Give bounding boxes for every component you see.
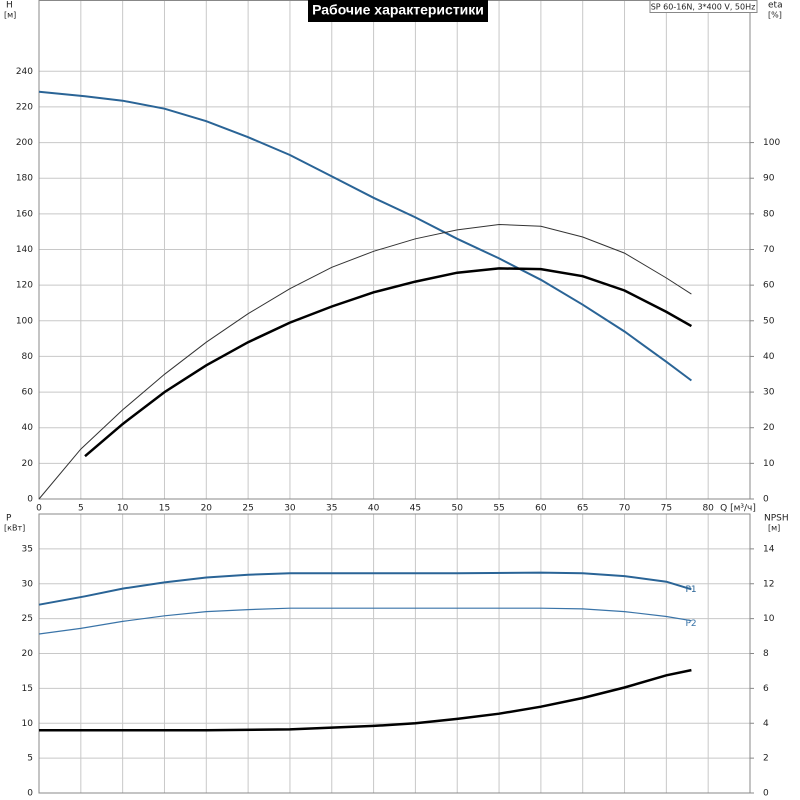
curve xyxy=(84,267,693,458)
y-tick-label: 0 xyxy=(27,495,33,505)
y2-tick-label: 14 xyxy=(763,544,775,554)
curve xyxy=(38,90,692,382)
y-tick-label: 30 xyxy=(22,579,34,589)
y2-tick-label: 6 xyxy=(763,684,769,694)
y-axis-label: P xyxy=(6,514,12,524)
y-tick-label: 20 xyxy=(22,649,34,659)
y-axis-label: H xyxy=(6,1,13,11)
y2-tick-label: 8 xyxy=(763,649,769,659)
y2-axis-unit: [%] xyxy=(768,11,782,20)
y-tick-label: 240 xyxy=(16,67,33,77)
x-tick-label: 70 xyxy=(619,504,631,514)
x-tick-label: 20 xyxy=(201,504,213,514)
y-axis-unit: [м] xyxy=(4,11,16,20)
y-tick-label: 10 xyxy=(22,719,34,729)
legend-label: P2 xyxy=(685,619,696,629)
x-tick-label: 15 xyxy=(159,504,170,514)
x-tick-label: 80 xyxy=(702,504,714,514)
y-tick-label: 5 xyxy=(27,754,33,764)
chart-title: Рабочие характеристики xyxy=(312,2,484,18)
y2-tick-label: 100 xyxy=(763,138,780,148)
curve xyxy=(38,571,692,606)
x-tick-label: 60 xyxy=(535,504,547,514)
y2-tick-label: 12 xyxy=(763,579,774,589)
y2-tick-label: 4 xyxy=(763,719,769,729)
y-tick-label: 160 xyxy=(16,209,33,219)
x-tick-label: 10 xyxy=(117,504,129,514)
y2-tick-label: 80 xyxy=(763,209,775,219)
y-tick-label: 60 xyxy=(22,388,34,398)
y2-axis-unit: [м] xyxy=(768,524,780,533)
x-axis-label: Q [м³/ч] xyxy=(720,504,756,514)
y2-tick-label: 50 xyxy=(763,316,775,326)
y2-tick-label: 0 xyxy=(763,495,769,505)
x-tick-label: 30 xyxy=(284,504,296,514)
x-tick-label: 50 xyxy=(452,504,464,514)
y2-tick-label: 90 xyxy=(763,174,775,184)
x-tick-label: 0 xyxy=(36,504,42,514)
subtitle-box xyxy=(649,0,758,13)
y-tick-label: 25 xyxy=(22,614,33,624)
y2-tick-label: 2 xyxy=(763,754,769,764)
y-axis-unit: [кВт] xyxy=(4,524,25,533)
y2-axis-label: NPSH xyxy=(764,514,789,524)
y-tick-label: 220 xyxy=(16,102,33,112)
y2-tick-label: 30 xyxy=(763,388,775,398)
x-tick-label: 40 xyxy=(368,504,380,514)
x-tick-label: 5 xyxy=(78,504,84,514)
x-tick-label: 75 xyxy=(661,504,672,514)
y-tick-label: 20 xyxy=(22,459,34,469)
subtitle: SP 60-16N, 3*400 V, 50Hz xyxy=(651,3,756,12)
y-tick-label: 180 xyxy=(16,174,33,184)
x-tick-label: 45 xyxy=(410,504,421,514)
curve xyxy=(38,223,692,500)
y2-tick-label: 10 xyxy=(763,614,775,624)
x-tick-label: 35 xyxy=(326,504,337,514)
y-tick-label: 80 xyxy=(22,352,34,362)
y2-axis-label: eta xyxy=(768,1,783,11)
y2-tick-label: 10 xyxy=(763,459,775,469)
x-tick-label: 25 xyxy=(242,504,253,514)
y2-tick-label: 20 xyxy=(763,423,775,433)
y-tick-label: 35 xyxy=(22,544,33,554)
x-tick-label: 55 xyxy=(493,504,504,514)
y2-tick-label: 60 xyxy=(763,281,775,291)
legend-label: P1 xyxy=(685,585,696,595)
y2-tick-label: 70 xyxy=(763,245,775,255)
y2-tick-label: 40 xyxy=(763,352,775,362)
y-tick-label: 0 xyxy=(27,789,33,799)
y-tick-label: 140 xyxy=(16,245,33,255)
curve xyxy=(39,668,692,732)
grid xyxy=(38,0,750,794)
y-tick-label: 120 xyxy=(16,281,33,291)
curve xyxy=(38,607,692,635)
y-tick-label: 100 xyxy=(16,316,33,326)
y-tick-label: 15 xyxy=(22,684,33,694)
y2-tick-label: 0 xyxy=(763,789,769,799)
x-tick-label: 65 xyxy=(577,504,588,514)
title-box xyxy=(308,0,488,22)
y-tick-label: 200 xyxy=(16,138,33,148)
y-tick-label: 40 xyxy=(22,423,34,433)
